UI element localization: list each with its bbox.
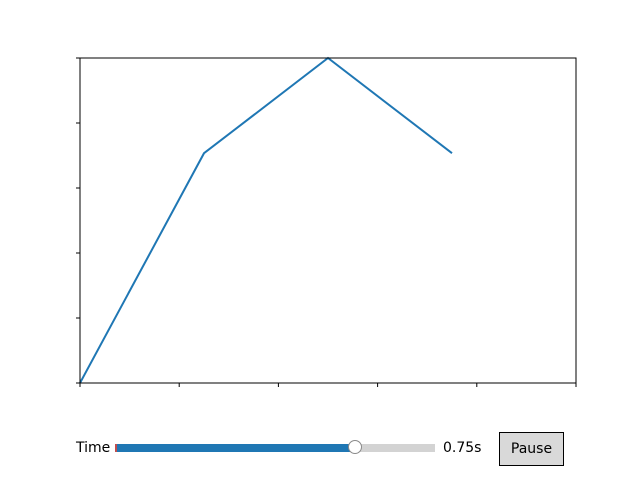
pause-button[interactable]: Pause	[499, 432, 564, 466]
tick-layer	[76, 57, 577, 387]
time-value-text: 0.75s	[443, 440, 482, 456]
time-slider-label: Time	[76, 440, 111, 456]
time-slider-fill	[115, 444, 355, 452]
axes-frame	[79, 57, 577, 384]
time-slider-handle[interactable]	[348, 440, 362, 454]
time-slider-start-marker	[115, 444, 117, 452]
time-slider[interactable]	[115, 440, 435, 454]
series-line	[79, 56, 453, 384]
